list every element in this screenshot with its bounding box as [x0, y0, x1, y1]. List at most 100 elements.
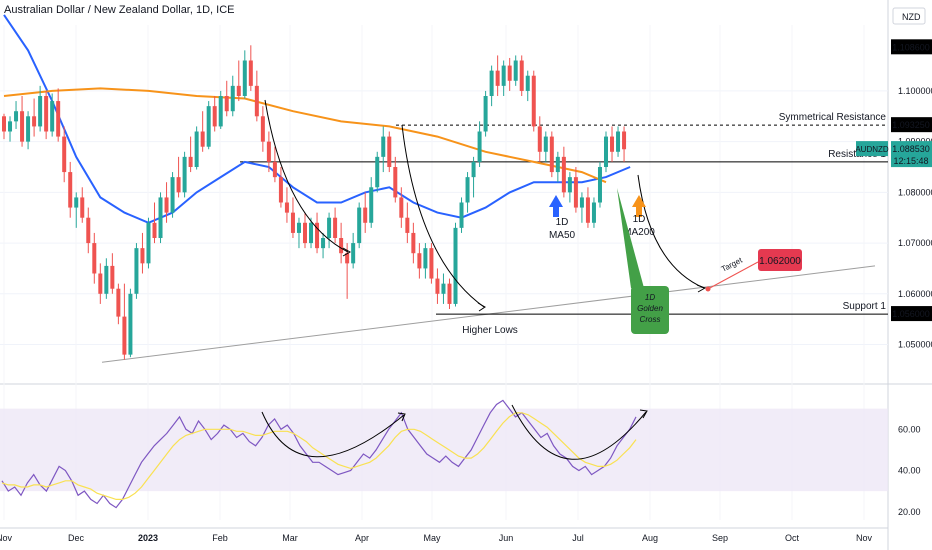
- arrow-head: [477, 302, 486, 312]
- level-label: Support 1: [843, 301, 887, 312]
- candle-body: [387, 136, 392, 167]
- higher-lows-label: Higher Lows: [462, 325, 518, 336]
- rsi-curve-arrow: [261, 411, 405, 458]
- candle-body: [62, 136, 67, 173]
- x-tick-label: Dec: [68, 533, 85, 543]
- x-tick-label: Jun: [499, 533, 514, 543]
- candle-body: [236, 85, 241, 96]
- candle-body: [604, 136, 608, 167]
- candle-body: [399, 197, 404, 218]
- countdown-label: 12:15:48: [893, 156, 928, 166]
- candle-body: [622, 131, 627, 150]
- candle-body: [44, 96, 49, 132]
- candle-body: [188, 156, 193, 167]
- rsi-y-tick-label: 60.00: [898, 424, 921, 434]
- candle-body: [309, 222, 314, 244]
- candle-body: [134, 248, 139, 294]
- candle-body: [68, 172, 73, 208]
- chart-title: Australian Dollar / New Zealand Dollar, …: [4, 4, 235, 16]
- candle-body: [513, 60, 518, 81]
- golden-cross-pointer: [617, 188, 644, 288]
- currency-box: [892, 7, 926, 25]
- symbol-tag: [856, 141, 888, 157]
- x-tick-label: Nov: [0, 533, 12, 543]
- candle-body: [363, 207, 368, 223]
- candle-body: [339, 238, 344, 254]
- candle-body: [176, 177, 181, 193]
- price-tag-label: 1.093250: [892, 120, 930, 130]
- candle-body: [152, 222, 157, 238]
- candle-body: [531, 75, 536, 127]
- rsi-line: [1, 399, 637, 509]
- candle-body: [104, 265, 109, 294]
- candle-body: [369, 187, 374, 223]
- candle-body: [591, 202, 596, 223]
- candle-body: [561, 156, 566, 193]
- candle-body: [610, 136, 615, 152]
- y-tick-label: 1.080000: [898, 187, 932, 197]
- candle-body: [2, 116, 6, 132]
- rsi-line: [1, 412, 637, 500]
- target-value: 1.062000: [759, 256, 801, 267]
- price-tag: [891, 117, 932, 133]
- candle-body: [146, 222, 151, 264]
- candle-body: [423, 248, 428, 269]
- y-tick-label: 1.100000: [898, 86, 932, 96]
- x-tick-label: Apr: [355, 533, 369, 543]
- arrow-head: [397, 412, 406, 422]
- candle-body: [375, 156, 380, 188]
- candle-body: [86, 217, 91, 244]
- candle-body: [327, 217, 332, 238]
- golden-cross-label: Cross: [640, 315, 661, 324]
- candle-body: [170, 177, 175, 213]
- candle-body: [459, 202, 464, 228]
- candle-body: [555, 156, 560, 173]
- candle-body: [26, 116, 31, 142]
- candle-body: [182, 156, 187, 193]
- y-tick-label: 1.070000: [898, 238, 932, 248]
- arrow-head: [696, 284, 707, 293]
- candle-body: [381, 136, 386, 157]
- candle-body: [333, 217, 338, 238]
- price-tag-label: 1.056000: [892, 309, 930, 319]
- candle-body: [230, 85, 235, 112]
- candle-body: [14, 111, 19, 122]
- candle-body: [8, 121, 13, 132]
- rsi-y-tick-label: 40.00: [898, 466, 921, 476]
- candle-body: [567, 177, 572, 193]
- ma50-label: MA50: [549, 230, 576, 241]
- candle-body: [164, 197, 169, 213]
- candle-body: [158, 197, 163, 238]
- candle-body: [393, 167, 398, 198]
- candle-body: [296, 222, 301, 233]
- candle-body: [260, 116, 265, 142]
- x-tick-label: 2023: [138, 533, 158, 543]
- candle-body: [98, 273, 103, 294]
- candle-body: [212, 106, 217, 127]
- ma200-label: MA200: [623, 227, 655, 238]
- candle-body: [116, 288, 121, 317]
- candle-body: [32, 116, 37, 127]
- candle-body: [495, 70, 500, 86]
- candle-body: [345, 253, 350, 264]
- rsi-curve-arrow: [511, 404, 647, 460]
- x-tick-label: Mar: [282, 533, 298, 543]
- candle-body: [284, 202, 289, 213]
- candle-body: [405, 217, 410, 233]
- candle-body: [266, 141, 271, 162]
- candle-body: [549, 136, 554, 173]
- candle-body: [315, 222, 320, 249]
- candle-body: [579, 197, 584, 208]
- candle-body: [110, 265, 115, 289]
- candle-body: [357, 207, 362, 244]
- ma-line: [3, 87, 607, 184]
- rsi-y-tick-label: 20.00: [898, 507, 921, 517]
- ma50-label: 1D: [556, 217, 569, 228]
- candle-body: [351, 243, 356, 264]
- level-label: Symmetrical Resistance: [779, 112, 887, 123]
- price-tag: [891, 306, 932, 322]
- candle-body: [585, 197, 590, 223]
- candle-body: [489, 70, 494, 96]
- x-tick-label: Oct: [785, 533, 800, 543]
